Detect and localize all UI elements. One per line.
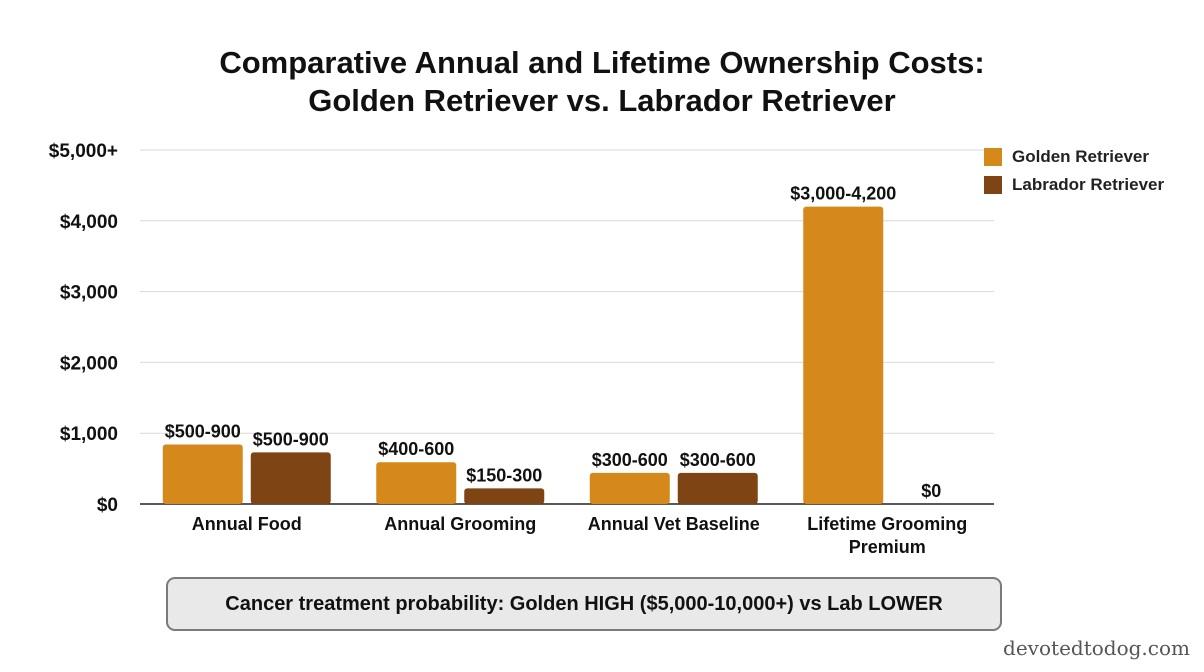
cancer-note-box: Cancer treatment probability: Golden HIG… (166, 577, 1002, 631)
bar-labrador (464, 488, 545, 504)
legend-swatch-labrador (984, 176, 1002, 194)
y-tick-label: $3,000 (60, 283, 118, 304)
bar-golden (589, 472, 670, 504)
chart-title-line-1: Comparative Annual and Lifetime Ownershi… (219, 45, 985, 80)
legend: Golden Retriever Labrador Retriever (984, 143, 1164, 199)
x-category-label: Annual Vet Baseline (588, 514, 760, 534)
bar-value-label: $500-900 (253, 429, 329, 449)
legend-swatch-golden (984, 148, 1002, 166)
chart-title: Comparative Annual and Lifetime Ownershi… (0, 44, 1204, 120)
bar-golden (162, 444, 243, 504)
legend-item-golden: Golden Retriever (984, 143, 1164, 171)
x-category-label: Annual Grooming (384, 514, 536, 534)
legend-item-labrador: Labrador Retriever (984, 171, 1164, 199)
x-category-label: Annual Food (192, 514, 302, 534)
legend-label-labrador: Labrador Retriever (1012, 175, 1165, 194)
bar-labrador (250, 452, 331, 504)
bar-value-label: $300-600 (680, 450, 756, 470)
y-tick-label: $4,000 (60, 212, 118, 233)
bar-golden (803, 206, 884, 504)
legend-label-golden: Golden Retriever (1012, 147, 1149, 166)
bar-golden (376, 462, 457, 504)
bar-value-label: $400-600 (378, 439, 454, 459)
chart-title-line-2: Golden Retriever vs. Labrador Retriever (308, 83, 896, 118)
cancer-note-text: Cancer treatment probability: Golden HIG… (225, 592, 943, 615)
x-category-label: Lifetime Grooming Premium (807, 514, 967, 557)
bar-labrador (677, 472, 758, 504)
bar-value-label: $300-600 (592, 450, 668, 470)
bar-value-label: $150-300 (466, 465, 542, 485)
y-tick-label: $1,000 (60, 424, 118, 445)
y-tick-label: $2,000 (60, 353, 118, 374)
bar-value-label: $500-900 (165, 422, 241, 442)
y-tick-label: $5,000+ (49, 141, 118, 162)
bar-value-label: $0 (921, 481, 941, 501)
bar-value-label: $3,000-4,200 (790, 184, 896, 204)
watermark: devotedtodog.com (1003, 636, 1190, 660)
y-tick-label: $0 (97, 495, 118, 516)
